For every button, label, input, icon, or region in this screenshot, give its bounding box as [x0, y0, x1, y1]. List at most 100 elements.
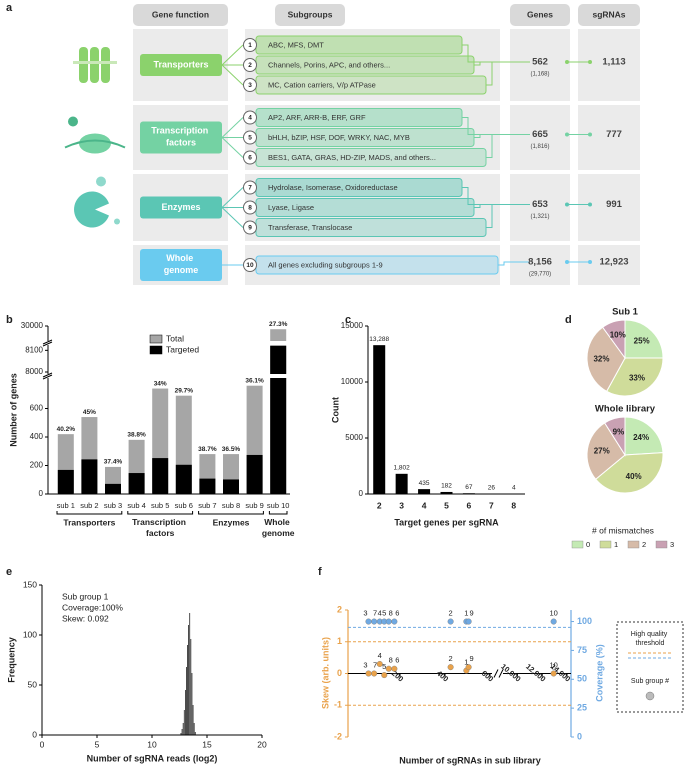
axis-break: [42, 341, 53, 347]
connector-dot: [588, 202, 592, 207]
row-background: [578, 29, 640, 101]
legend-swatch: [149, 334, 163, 344]
pie-slice: [603, 416, 626, 457]
axis-break: [42, 341, 292, 345]
genes-count: 8,156: [528, 257, 552, 268]
legend-label: Total: [166, 333, 184, 343]
header-tab: [510, 4, 570, 26]
legend-swatch: [627, 540, 640, 549]
row-background: [510, 29, 570, 101]
data-point: [465, 618, 472, 625]
subgroup-label: Lyase, Ligase: [268, 203, 314, 212]
row-background: [510, 245, 570, 285]
group-label: Enzymes: [213, 517, 250, 527]
connector: [486, 204, 530, 228]
y-tick-label: 600: [30, 404, 44, 413]
subgroup-circle: [243, 58, 257, 72]
y-tick-label: -1: [334, 700, 342, 710]
bar-annotation: 45%: [83, 409, 96, 416]
y2-tick-label: 25: [577, 703, 587, 713]
axis-break: [42, 339, 53, 345]
x-tick-label: 5: [444, 500, 449, 510]
bar-annotation: 29.7%: [175, 387, 194, 394]
x-tick-label: sub 7: [198, 501, 216, 510]
x-axis-label: Number of sgRNAs in sub library: [399, 755, 541, 765]
value-label: 182: [441, 483, 452, 490]
x-tick-label: sub 2: [80, 501, 98, 510]
bar-annotation: 36.5%: [222, 446, 241, 453]
y-tick-label: 50: [28, 679, 38, 689]
subgroup-circle: [243, 38, 257, 52]
header: Genes: [527, 9, 553, 19]
value-label: 67: [465, 484, 473, 491]
genes-count: 562: [532, 57, 548, 68]
value-label: 13,288: [369, 336, 389, 343]
data-point: [391, 618, 398, 625]
icon: [74, 191, 109, 228]
subgroup-number: 1: [248, 42, 252, 49]
pie-slice: [624, 319, 664, 359]
x-tick-label: 8: [511, 500, 516, 510]
point-label: 6: [395, 656, 399, 665]
y-tick-label: 1: [337, 636, 342, 646]
row-background: [578, 245, 640, 285]
genes-total: (1,168): [530, 72, 549, 78]
annotation: Sub group 1: [62, 591, 109, 601]
y-tick-label: 0: [39, 489, 44, 498]
y-tick-label: 30000: [21, 321, 44, 330]
legend-title: # of mismatches: [592, 525, 654, 535]
data-point: [371, 670, 378, 677]
axis-break: [42, 374, 53, 380]
pie-title: Whole library: [595, 404, 656, 415]
bar: [175, 464, 192, 494]
connector: [221, 207, 244, 228]
row-background: [510, 105, 570, 170]
connector: [486, 134, 530, 158]
legend-label: 3: [670, 540, 674, 549]
legend-title: High quality threshold: [631, 631, 670, 647]
point-label: 4: [378, 609, 382, 618]
histogram-bar: [183, 710, 185, 735]
y2-axis-label: Coverage (%): [594, 644, 604, 702]
sgrna-count: 12,923: [599, 257, 628, 268]
sgrna-count: 1,113: [602, 57, 625, 68]
legend-marker-label: Sub group #: [631, 678, 669, 685]
legend-marker: [645, 691, 655, 701]
histogram-bar: [194, 732, 196, 735]
point-label: 8: [389, 609, 393, 618]
connector-dot: [588, 60, 592, 64]
legend-label: 2: [642, 540, 646, 549]
function-box: [140, 249, 222, 281]
genes-count: 653: [532, 199, 548, 210]
axis-break: [42, 374, 292, 378]
subgroup-label: Transferase, Translocase: [268, 223, 352, 232]
point-label: 9: [470, 654, 474, 663]
point-label: 7: [373, 660, 377, 669]
subgroup-circle: [243, 130, 257, 145]
sgrna-count: 991: [606, 199, 623, 210]
icon: [79, 133, 111, 154]
x-tick-label: sub 5: [151, 501, 169, 510]
x-axis-label: Number of sgRNA reads (log2): [87, 753, 218, 763]
value-label: 26: [488, 484, 496, 491]
x-tick-label: sub 1: [57, 501, 75, 510]
subgroup-number: 10: [246, 262, 254, 269]
connector-dot: [565, 132, 569, 137]
x-tick-label: 12,000: [524, 662, 547, 684]
y-tick-label: 8000: [25, 367, 43, 376]
group-bracket: [198, 511, 264, 515]
subgroup-circle: [243, 110, 257, 125]
connector: [221, 137, 244, 158]
data-point: [391, 665, 398, 672]
panel-label: b: [6, 314, 13, 326]
bar: [418, 489, 431, 494]
x-tick-label: sub 4: [127, 501, 145, 510]
slice-label: 27%: [594, 446, 610, 455]
connector: [221, 44, 244, 66]
x-tick-label: sub 3: [104, 501, 122, 510]
x-tick-label: 600: [480, 669, 495, 684]
x-tick-label: 7: [489, 500, 494, 510]
x-tick-label: 0: [40, 739, 45, 749]
subgroup-number: 3: [248, 82, 252, 89]
legend-label: 0: [586, 540, 590, 549]
